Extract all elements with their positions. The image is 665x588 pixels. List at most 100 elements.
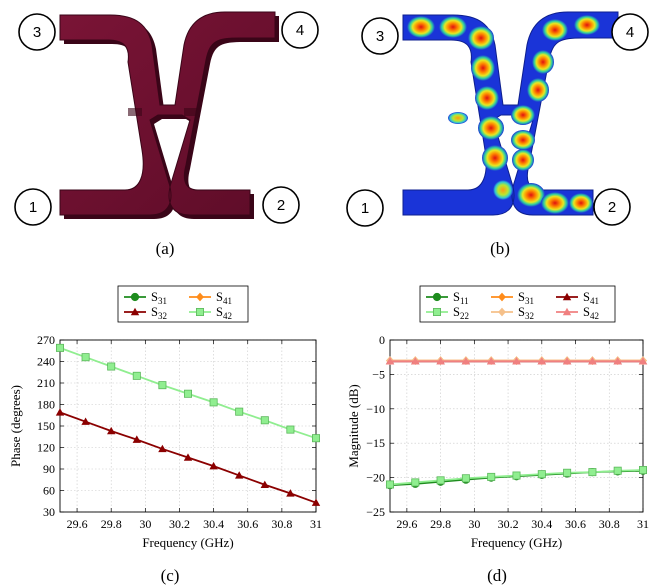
svg-text:4: 4 — [626, 24, 634, 41]
data-point-s42 — [562, 357, 572, 365]
legend-marker-s42 — [562, 307, 572, 316]
x-axis-label: Frequency (GHz) — [471, 535, 562, 550]
x-tick-label: 30.6 — [237, 517, 258, 531]
data-point-s42 — [613, 357, 622, 365]
data-point-s42 — [461, 357, 471, 365]
x-tick-label: 29.6 — [67, 517, 88, 531]
y-tick-label: −25 — [366, 505, 385, 519]
data-point-s42 — [209, 398, 218, 407]
y-tick-label: 210 — [37, 376, 55, 390]
panel-d-label: (d) — [487, 566, 507, 585]
data-point-s22 — [461, 474, 470, 483]
data-point-s22 — [411, 478, 420, 487]
y-tick-label: −5 — [372, 367, 385, 381]
data-point-s32 — [311, 498, 321, 506]
legend-marker-s22 — [432, 307, 441, 316]
data-point-s22 — [385, 480, 394, 489]
data-point-s32 — [81, 417, 90, 425]
data-point-s32 — [107, 426, 116, 435]
x-tick-label: 29.8 — [430, 517, 451, 531]
x-tick-label: 30.4 — [531, 517, 552, 531]
data-point-s42 — [56, 343, 65, 352]
x-tick-label: 30 — [468, 517, 480, 531]
panel-c-label: (c) — [161, 566, 180, 585]
data-point-s42 — [235, 407, 244, 416]
x-tick-label: 30.8 — [599, 517, 620, 531]
svg-text:1: 1 — [361, 200, 369, 217]
legend-box — [117, 285, 249, 323]
y-tick-label: 120 — [37, 441, 55, 455]
coupling-slot — [128, 108, 142, 116]
legend-marker-s31 — [130, 292, 140, 302]
data-point-s42 — [81, 353, 90, 362]
port-label-1: 1 — [14, 188, 52, 226]
panel-b-field-distribution: 3 4 1 2 (b) — [346, 11, 649, 258]
data-point-s22 — [588, 468, 597, 477]
x-tick-label: 29.8 — [101, 517, 122, 531]
y-tick-label: 150 — [37, 419, 55, 433]
port-label-4: 4 — [281, 11, 319, 49]
y-tick-label: 90 — [43, 462, 55, 476]
data-point-s42 — [638, 357, 648, 365]
y-tick-label: −20 — [366, 471, 385, 485]
data-point-s42 — [512, 357, 521, 365]
data-point-s42 — [436, 357, 445, 365]
data-point-s32 — [209, 461, 218, 470]
data-point-s22 — [639, 466, 648, 475]
legend-marker-s31 — [498, 292, 506, 302]
svg-text:4: 4 — [296, 22, 304, 39]
data-point-s42 — [487, 357, 496, 365]
y-tick-label: 60 — [43, 484, 55, 498]
data-point-s42 — [107, 362, 116, 371]
data-point-s32 — [183, 453, 193, 461]
data-point-s32 — [235, 471, 244, 479]
y-tick-label: 270 — [37, 333, 55, 347]
data-point-s22 — [436, 476, 445, 485]
y-tick-label: 30 — [43, 505, 55, 519]
field-hotspots — [407, 15, 600, 214]
x-tick-label: 30.2 — [498, 517, 519, 531]
data-point-s42 — [385, 357, 395, 365]
panel-a-device-model: 3 4 1 2 (a) — [14, 11, 319, 258]
data-point-s42 — [183, 389, 192, 398]
data-point-s32 — [286, 489, 295, 497]
y-tick-label: −15 — [366, 436, 385, 450]
data-point-s42 — [158, 381, 167, 390]
x-axis-label: Frequency (GHz) — [142, 535, 233, 550]
legend-box — [419, 285, 616, 323]
y-axis-label: Phase (degrees) — [8, 385, 23, 467]
legend-marker-s41 — [562, 292, 572, 301]
data-point-s32 — [260, 480, 269, 488]
data-point-s42 — [260, 416, 269, 425]
data-point-s22 — [537, 470, 546, 479]
port-label-1: 1 — [346, 189, 384, 227]
y-axis-label: Magnitude (dB) — [346, 384, 361, 467]
data-point-s32 — [158, 444, 167, 453]
x-tick-label: 30.4 — [203, 517, 224, 531]
data-point-s42 — [588, 357, 597, 365]
y-tick-label: 0 — [379, 333, 385, 347]
x-tick-label: 30 — [139, 517, 151, 531]
x-tick-label: 30.2 — [169, 517, 190, 531]
port-label-2: 2 — [593, 188, 631, 226]
x-tick-label: 30.6 — [565, 517, 586, 531]
svg-text:2: 2 — [608, 199, 616, 216]
data-point-s22 — [512, 471, 521, 480]
legend-marker-s11 — [432, 292, 442, 302]
svg-text:3: 3 — [376, 28, 384, 45]
svg-text:3: 3 — [33, 24, 41, 41]
data-point-s22 — [563, 468, 572, 477]
x-tick-label: 30.8 — [271, 517, 292, 531]
port-label-2: 2 — [262, 186, 300, 224]
y-tick-label: −10 — [366, 402, 385, 416]
data-point-s42 — [411, 357, 420, 365]
port-label-3: 3 — [361, 17, 399, 55]
port-label-4: 4 — [611, 13, 649, 51]
chart-d-magnitude: 29.6 29.8 30 30.2 30.4 30.6 30.8 31 −25 −20 −15 −10… — [346, 285, 649, 550]
legend-marker-s32 — [130, 307, 140, 316]
data-point-s22 — [487, 472, 496, 481]
x-tick-label: 29.6 — [396, 517, 417, 531]
data-point-s42 — [311, 434, 320, 443]
svg-text:1: 1 — [29, 199, 37, 216]
